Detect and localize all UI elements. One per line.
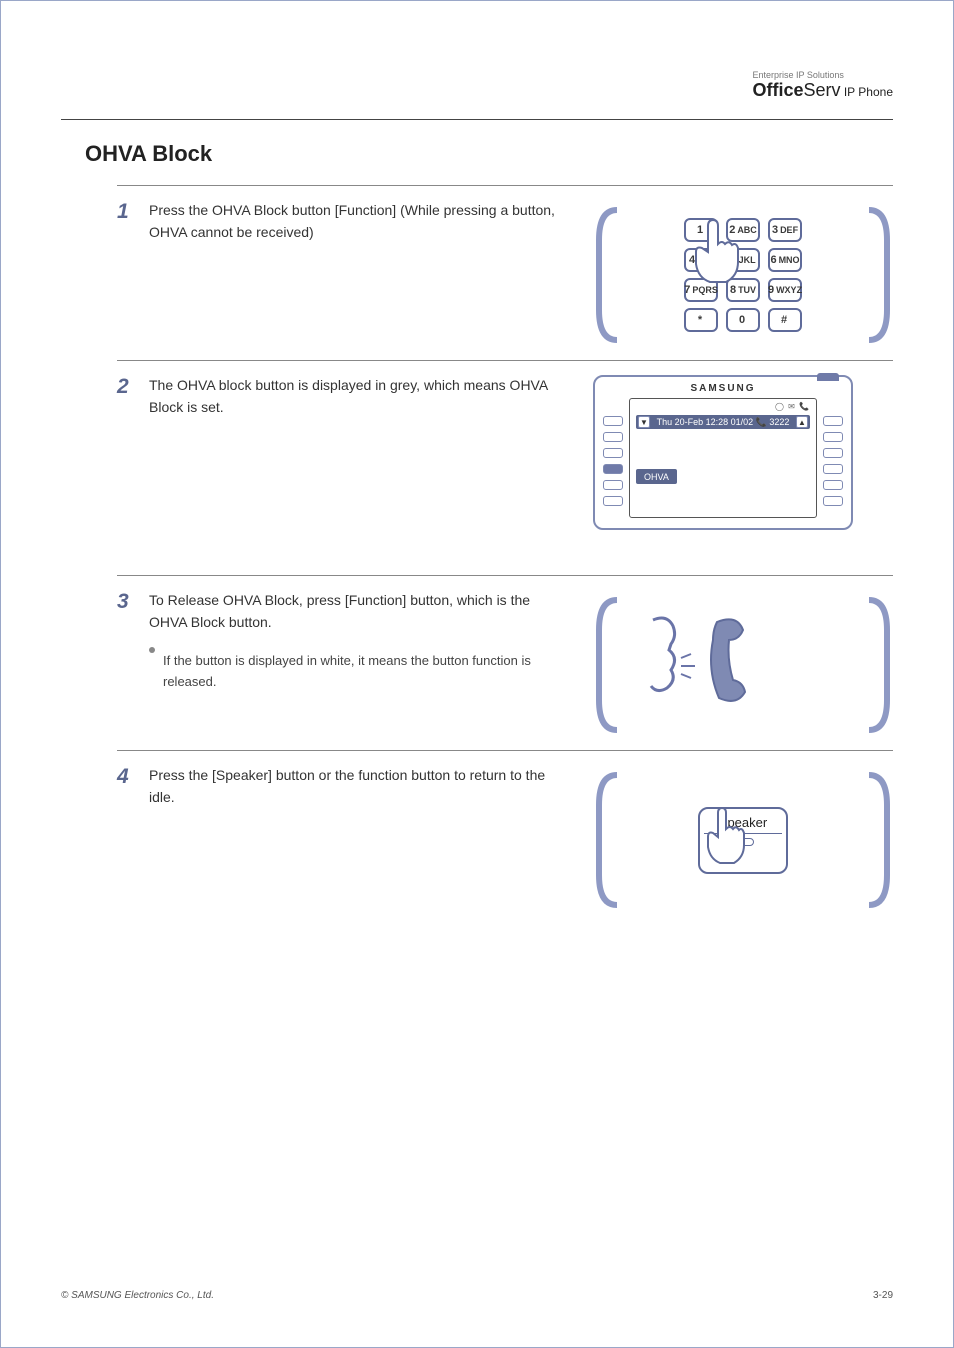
page-number: 3-29 xyxy=(873,1290,893,1301)
soft-key[interactable] xyxy=(823,448,843,458)
status-icons: ◯ ✉ 📞 xyxy=(775,402,810,411)
soft-key[interactable] xyxy=(603,416,623,426)
step-number: 1 xyxy=(117,200,139,224)
keypad-key[interactable]: 4GHI xyxy=(684,248,718,272)
keypad-key[interactable]: 2ABC xyxy=(726,218,760,242)
phone-panel: SAMSUNG ◯ ✉ 📞 xyxy=(593,375,853,530)
soft-key[interactable] xyxy=(603,480,623,490)
soft-key[interactable] xyxy=(823,432,843,442)
arrow-down-icon[interactable]: ▼ xyxy=(638,416,650,428)
illustration-speaker: Speaker xyxy=(593,765,893,915)
step-number: 2 xyxy=(117,375,139,399)
copyright: © SAMSUNG Electronics Co., Ltd. xyxy=(61,1290,214,1301)
page: Enterprise IP Solutions OfficeServ IP Ph… xyxy=(0,0,954,1348)
footer: © SAMSUNG Electronics Co., Ltd. 3-29 xyxy=(61,1290,893,1301)
illustration-talk xyxy=(593,590,893,740)
panel-tab-icon xyxy=(817,373,839,381)
keypad-key[interactable]: 5JKL xyxy=(726,248,760,272)
step: 4 Press the [Speaker] button or the func… xyxy=(117,750,893,925)
step: 2 The OHVA block button is displayed in … xyxy=(117,360,893,575)
datebar: ▼ Thu 20-Feb 12:28 01/02 📞 3222 ▲ xyxy=(636,415,810,429)
step-text: Press the [Speaker] button or the functi… xyxy=(149,765,583,808)
soft-key[interactable] xyxy=(603,496,623,506)
step: 1 Press the OHVA Block button [Function]… xyxy=(117,185,893,360)
bullet-dot-icon xyxy=(149,647,155,653)
datebar-text: Thu 20-Feb 12:28 01/02 📞 3222 xyxy=(657,417,790,428)
keypad-key[interactable]: 8TUV xyxy=(726,278,760,302)
keypad-key[interactable]: 3DEF xyxy=(768,218,802,242)
section-title: OHVA Block xyxy=(85,141,893,167)
illustration-panel: SAMSUNG ◯ ✉ 📞 xyxy=(593,375,893,565)
keypad-key[interactable]: 9WXYZ xyxy=(768,278,802,302)
soft-key[interactable] xyxy=(823,464,843,474)
header-rule xyxy=(61,119,893,120)
step-text: Press the OHVA Block button [Function] (… xyxy=(149,200,583,243)
keypad-key[interactable]: 6MNO xyxy=(768,248,802,272)
arrow-up-icon[interactable]: ▲ xyxy=(796,416,808,428)
soft-key[interactable] xyxy=(823,480,843,490)
lcd-screen: ◯ ✉ 📞 ▼ Thu 20-Feb 12:28 01/02 📞 3222 ▲ … xyxy=(629,398,817,518)
soft-key[interactable] xyxy=(823,496,843,506)
keypad-key[interactable]: # xyxy=(768,308,802,332)
keypad-key[interactable]: 1 xyxy=(684,218,718,242)
soft-key[interactable] xyxy=(603,448,623,458)
keypad-key[interactable]: 7PQRS xyxy=(684,278,718,302)
side-keys-left xyxy=(603,398,623,518)
header-logo: Enterprise IP Solutions OfficeServ IP Ph… xyxy=(752,71,893,101)
soft-key[interactable] xyxy=(823,416,843,426)
soft-key[interactable] xyxy=(603,432,623,442)
function-label: OHVA xyxy=(636,469,677,484)
keypad-key[interactable]: 0 xyxy=(726,308,760,332)
hand-press-icon xyxy=(698,807,750,869)
keypad: 1 2ABC 3DEF 4GHI 5JKL 6MNO 7PQRS 8TUV 9W… xyxy=(684,218,802,332)
step-text: To Release OHVA Block, press [Function] … xyxy=(149,590,583,692)
soft-key-active[interactable] xyxy=(603,464,623,474)
keypad-key[interactable]: * xyxy=(684,308,718,332)
step-sub-bullet: If the button is displayed in white, it … xyxy=(149,641,571,691)
step-text: The OHVA block button is displayed in gr… xyxy=(149,375,583,418)
header-brand: OfficeServ IP Phone xyxy=(752,81,893,101)
step: 3 To Release OHVA Block, press [Function… xyxy=(117,575,893,750)
talk-handset-icon xyxy=(617,600,767,710)
step-number: 4 xyxy=(117,765,139,789)
panel-brand: SAMSUNG xyxy=(603,383,843,394)
step-number: 3 xyxy=(117,590,139,614)
side-keys-right xyxy=(823,398,843,518)
illustration-keypad: 1 2ABC 3DEF 4GHI 5JKL 6MNO 7PQRS 8TUV 9W… xyxy=(593,200,893,350)
steps: 1 Press the OHVA Block button [Function]… xyxy=(117,185,893,925)
